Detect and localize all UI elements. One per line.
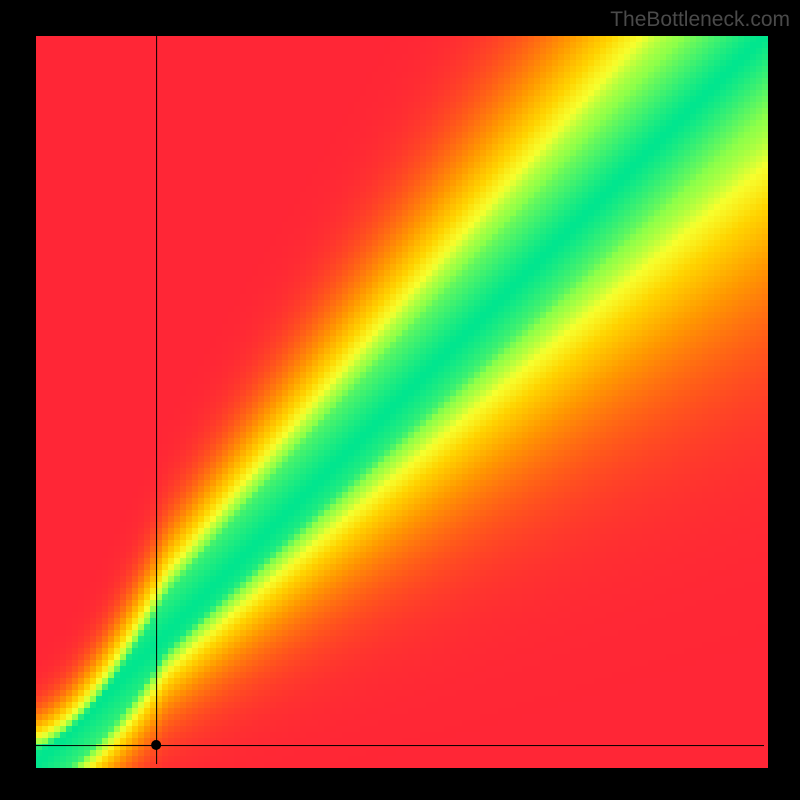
heatmap-canvas <box>0 0 800 800</box>
watermark-text: TheBottleneck.com <box>610 8 790 32</box>
heatmap-chart <box>0 0 800 800</box>
